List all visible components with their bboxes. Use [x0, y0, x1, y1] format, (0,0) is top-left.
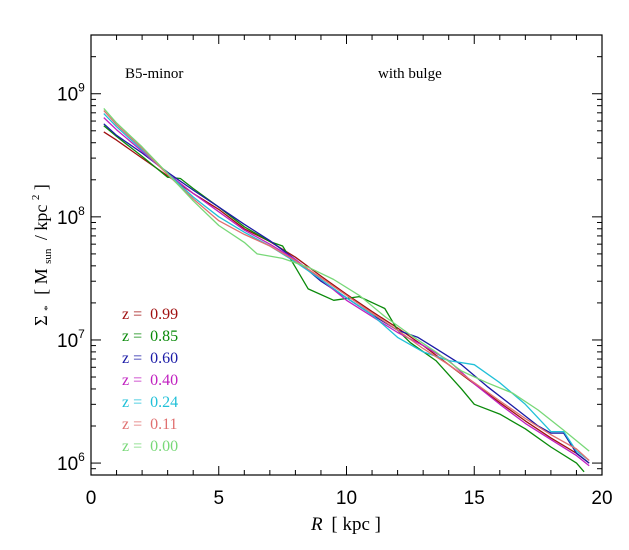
legend-entry: z = 0.11	[122, 416, 178, 433]
legend: z = 0.99 z = 0.85 z = 0.60 z = 0.40 z = 0.24 z = 0.…	[122, 306, 178, 455]
y-tick-label-exp: 8	[78, 204, 85, 218]
legend-entry-value: 0.00	[150, 438, 178, 455]
x-tick-label: 20	[591, 488, 612, 509]
legend-entry: z = 0.40	[122, 372, 178, 389]
legend-entry: z = 0.60	[122, 350, 178, 367]
legend-entry-value: 0.85	[150, 328, 178, 345]
legend-entry-prefix: z =	[122, 350, 142, 367]
legend-entry-prefix: z =	[122, 438, 142, 455]
legend-entry-prefix: z =	[122, 306, 142, 323]
x-tick-label: 5	[213, 488, 224, 509]
legend-entry-prefix: z =	[122, 416, 142, 433]
legend-entry-value: 0.40	[150, 372, 178, 389]
x-axis-label: R [ kpc ]	[310, 514, 381, 535]
y-tick-label-base: 10	[57, 454, 78, 475]
y-tick-label-base: 10	[57, 85, 78, 106]
y-axis-label-sun: sun	[42, 248, 54, 264]
y-tick-label: 108	[57, 204, 85, 229]
series-line	[103, 117, 590, 467]
x-tick-label: 0	[86, 488, 97, 509]
legend-entry-value: 0.11	[150, 416, 177, 433]
x-axis-label-var: R	[310, 514, 323, 535]
x-tick-label: 10	[336, 488, 357, 509]
legend-entry-prefix: z =	[122, 394, 142, 411]
y-tick-label: 106	[57, 450, 85, 475]
y-tick-label-base: 10	[57, 331, 78, 352]
y-tick-label-exp: 9	[78, 81, 85, 95]
legend-entry-value: 0.60	[150, 350, 178, 367]
series-lines	[103, 107, 590, 473]
y-axis-label-mid: / kpc	[31, 205, 51, 241]
y-tick-label-exp: 7	[78, 327, 85, 341]
legend-entry: z = 0.85	[122, 328, 178, 345]
x-axis-label-unit: [ kpc ]	[331, 514, 381, 535]
x-tick-label: 15	[464, 488, 485, 509]
y-axis-label-sigma: Σ	[31, 315, 51, 325]
annotation-model: B5-minor	[125, 66, 183, 82]
series-line	[103, 107, 590, 452]
axis-ticks	[90, 34, 603, 476]
annotation-variant: with bulge	[378, 66, 442, 82]
series-line	[103, 113, 590, 462]
legend-entry-value: 0.24	[150, 394, 178, 411]
legend-entry-prefix: z =	[122, 328, 142, 345]
legend-entry: z = 0.00	[122, 438, 178, 455]
legend-entry-prefix: z =	[122, 372, 142, 389]
y-axis-label-sup: 2	[30, 195, 42, 201]
y-tick-label: 109	[57, 81, 85, 106]
y-axis-label-sigma-sub: *	[42, 305, 54, 311]
legend-entry: z = 0.99	[122, 306, 178, 323]
y-axis-label-close: ]	[31, 184, 51, 190]
y-tick-label-exp: 6	[78, 450, 85, 464]
y-tick-label: 107	[57, 327, 85, 352]
legend-entry-value: 0.99	[150, 306, 178, 323]
series-line	[103, 125, 585, 473]
plot-frame	[90, 34, 603, 476]
y-tick-label-base: 10	[57, 208, 78, 229]
legend-entry: z = 0.24	[122, 394, 178, 411]
y-axis-label: Σ * [ M sun / kpc 2 ]	[23, 184, 55, 326]
y-axis-label-open: [ M	[31, 268, 51, 295]
